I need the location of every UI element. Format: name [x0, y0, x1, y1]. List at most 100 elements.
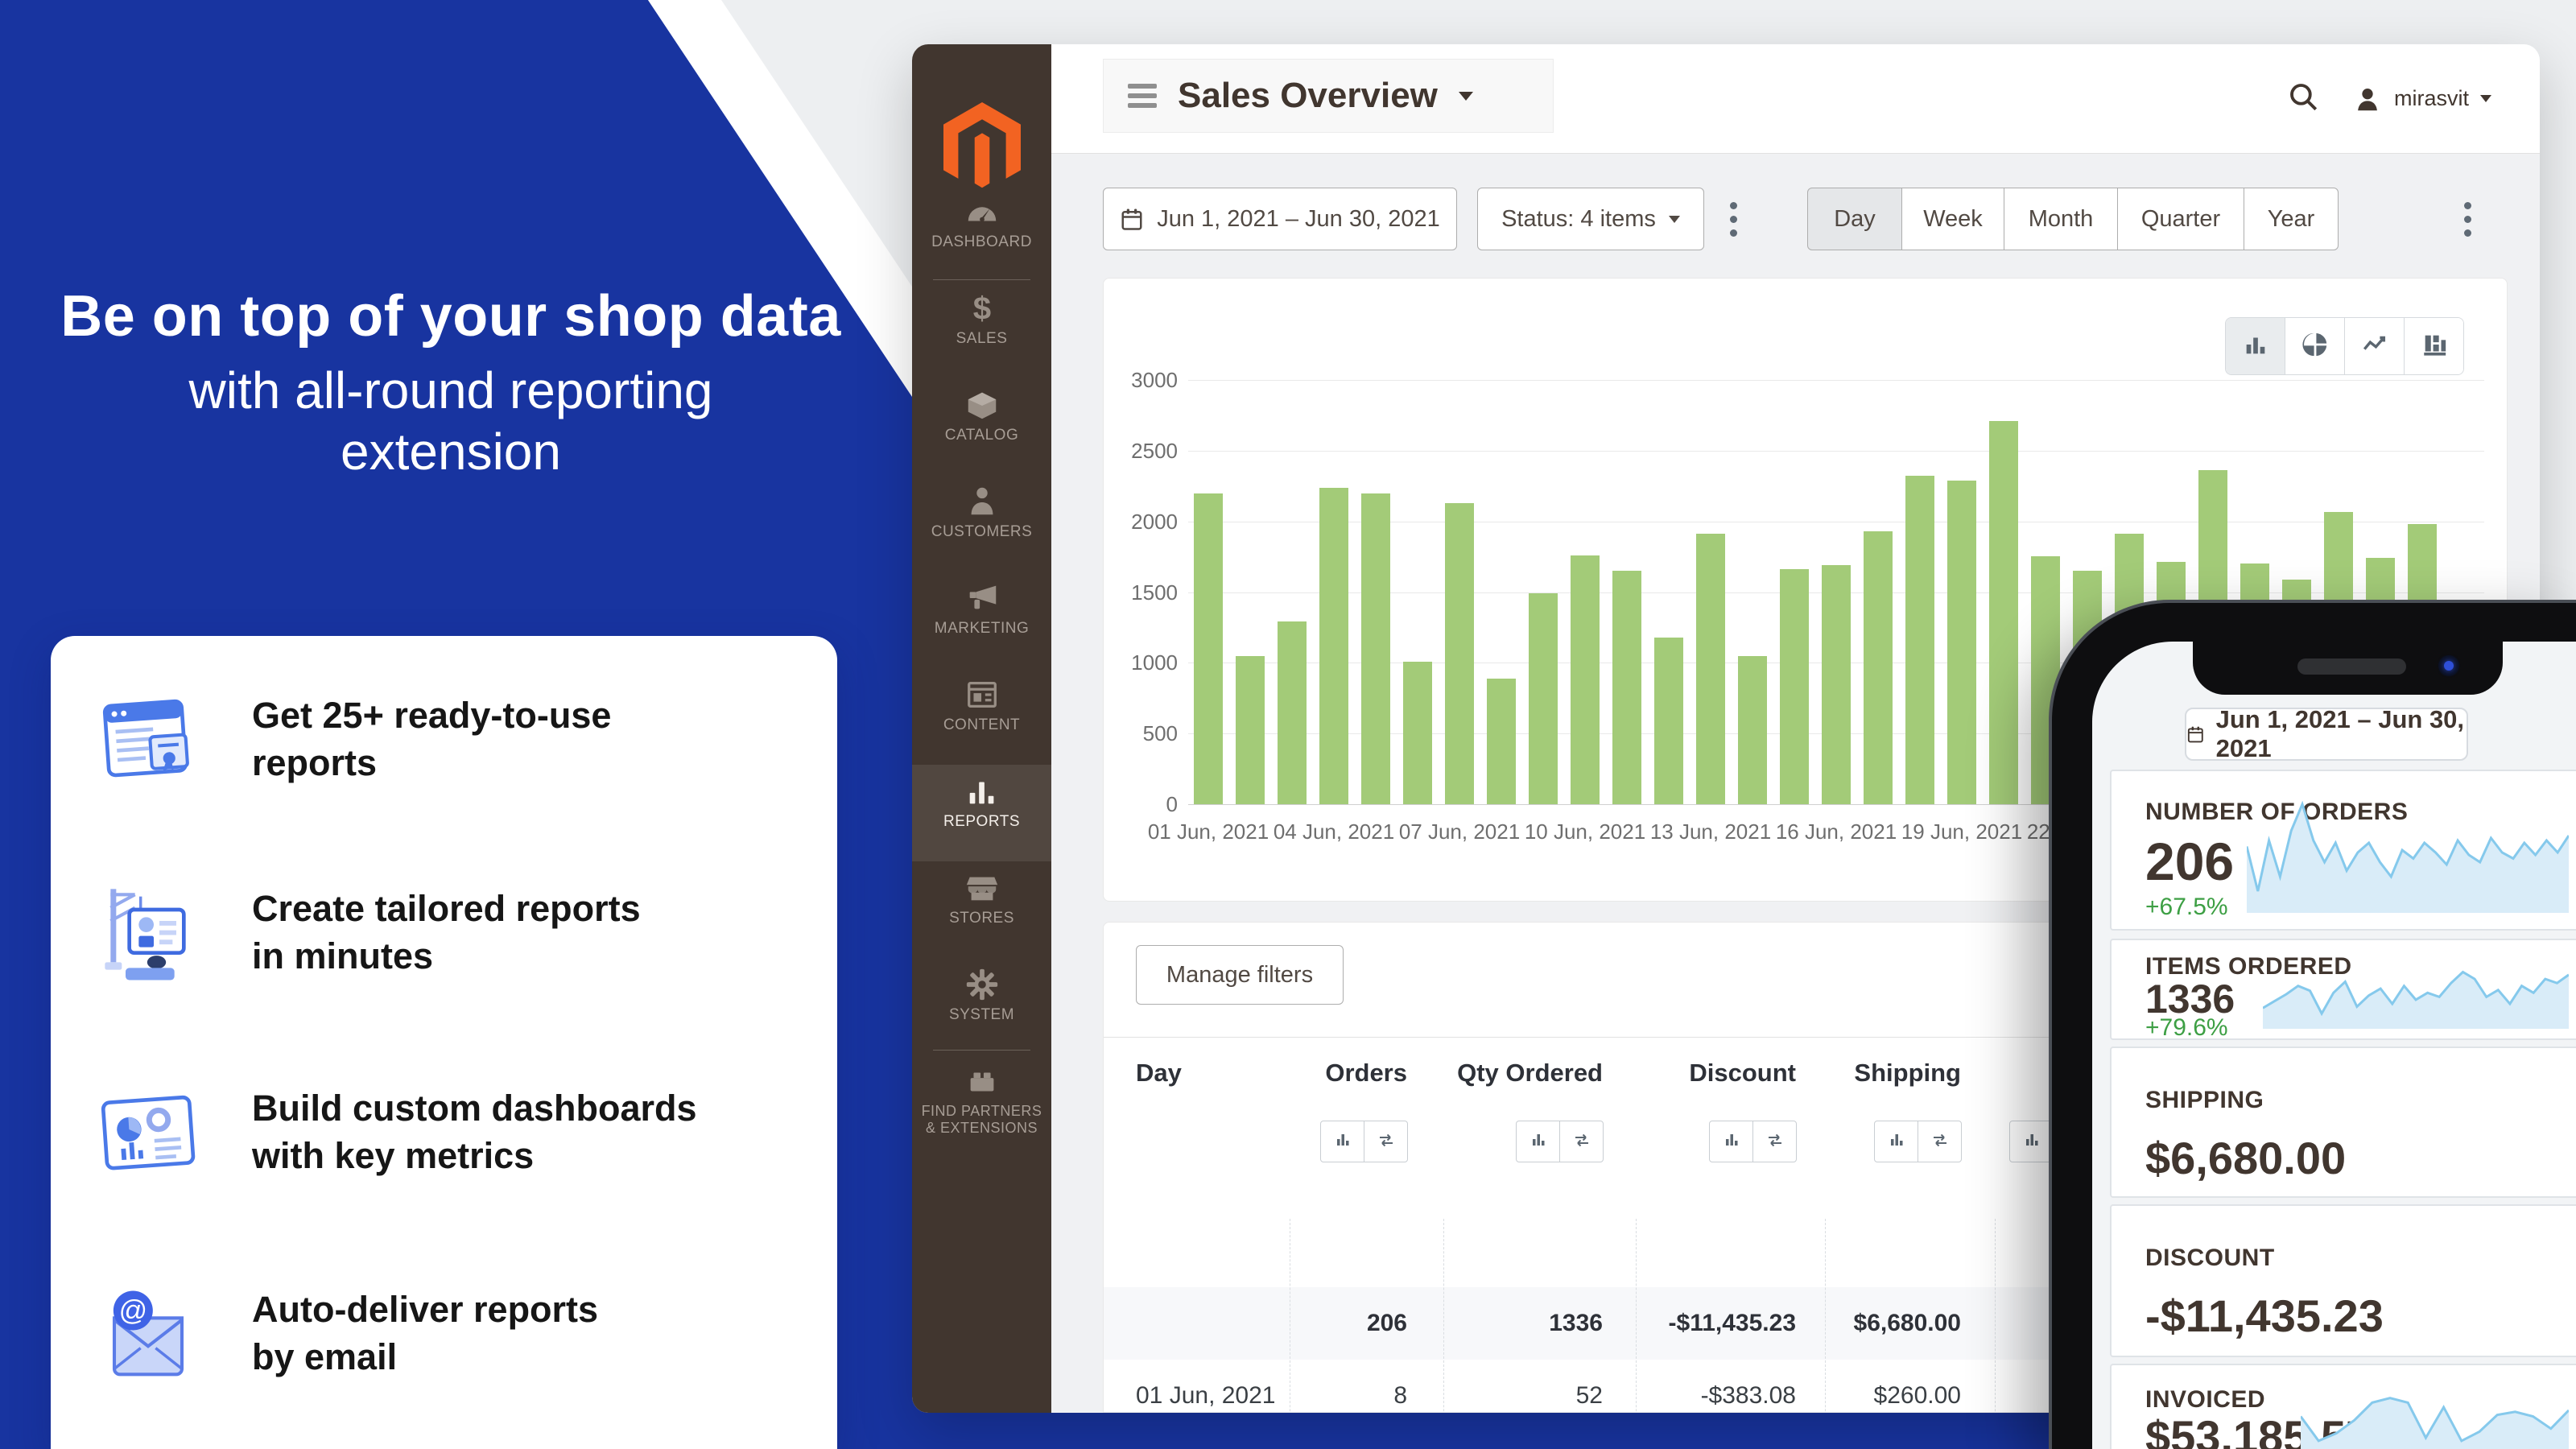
hero-title-rest: with all-round reporting extension: [188, 361, 713, 481]
period-tab-month[interactable]: Month: [2004, 188, 2118, 250]
pie-chart-icon: [2301, 331, 2329, 362]
search-icon[interactable]: [2286, 80, 2320, 118]
chart-bar: [1487, 679, 1516, 804]
chevron-down-icon: [1668, 215, 1680, 223]
app-header: Sales Overview mirasvit: [1051, 44, 2540, 154]
sidebar-item-system[interactable]: SYSTEM: [912, 958, 1051, 1055]
y-axis-tick-label: 500: [1142, 721, 1178, 746]
metric-sparkline: [2262, 960, 2570, 1029]
period-tab-week[interactable]: Week: [1901, 188, 2004, 250]
user-name: mirasvit: [2394, 86, 2469, 110]
magento-logo-icon[interactable]: [943, 102, 1021, 196]
period-tab-year[interactable]: Year: [2244, 188, 2339, 250]
admin-window: DASHBOARD $ SALES CATALOG CUSTOMERS MARKETING…: [912, 44, 2540, 1413]
table-cell: $6,680.00: [1853, 1310, 1961, 1336]
compare-arrows-icon: [1377, 1130, 1396, 1154]
manage-filters-button[interactable]: Manage filters: [1136, 945, 1344, 1005]
y-axis-tick-label: 1500: [1131, 580, 1178, 605]
sidebar-item-content[interactable]: CONTENT: [912, 668, 1051, 765]
sidebar-item-reports[interactable]: REPORTS: [912, 765, 1051, 861]
sidebar-item-label: CATALOG: [944, 427, 1019, 444]
page-title: Sales Overview: [1178, 76, 1438, 115]
chart-bar: [1905, 476, 1934, 804]
column-tools-2: [1709, 1121, 1797, 1162]
status-filter-button[interactable]: Status: 4 items: [1477, 188, 1704, 250]
period-tab-quarter[interactable]: Quarter: [2117, 188, 2244, 250]
chart-type-stacked-chart-icon[interactable]: [2404, 318, 2463, 374]
feature-text: Create tailored reports in minutes: [252, 887, 641, 976]
sidebar-divider: [933, 279, 1030, 280]
toolbar-kebab-menu[interactable]: [1717, 188, 1749, 250]
mini-chart-button[interactable]: [1516, 1121, 1560, 1162]
chart-bar: [1319, 488, 1348, 804]
table-cell: 01 Jun, 2021: [1136, 1382, 1276, 1409]
metric-value: 1336: [2145, 976, 2235, 1022]
column-header-day[interactable]: Day: [1136, 1059, 1182, 1087]
compare-arrows-icon: [1572, 1130, 1591, 1154]
chart-kebab-menu[interactable]: [2451, 188, 2483, 250]
table-cell: 52: [1575, 1382, 1603, 1409]
calendar-icon: [2187, 726, 2203, 743]
y-axis-tick-label: 0: [1166, 792, 1178, 816]
stacked-chart-icon: [2421, 331, 2448, 362]
metric-change: +79.6%: [2145, 1014, 2228, 1041]
mini-compare-button[interactable]: [1364, 1121, 1408, 1162]
feature-item: Get 25+ ready-to-use reports: [80, 683, 812, 795]
sidebar-item-sales[interactable]: $ SALES: [912, 282, 1051, 378]
sidebar-item-marketing[interactable]: MARKETING: [912, 572, 1051, 668]
mini-compare-button[interactable]: [1559, 1121, 1604, 1162]
phone-camera: [2438, 655, 2459, 676]
svg-text:$: $: [972, 290, 990, 326]
period-tab-day[interactable]: Day: [1807, 188, 1902, 250]
feature-text: Build custom dashboards with key metrics: [252, 1087, 697, 1176]
chart-bar: [1822, 565, 1851, 804]
sidebar-item-customers[interactable]: CUSTOMERS: [912, 475, 1051, 572]
manage-filters-label: Manage filters: [1166, 961, 1314, 988]
mini-chart-button[interactable]: [1874, 1121, 1918, 1162]
sidebar-item-find-partners-extensions[interactable]: FIND PARTNERS & EXTENSIONS: [912, 1055, 1051, 1151]
svg-text:@: @: [119, 1295, 148, 1327]
metric-label: DISCOUNT: [2145, 1245, 2275, 1271]
chart-bar: [1989, 421, 2018, 804]
content-icon: [912, 676, 1051, 713]
chart-bar: [1654, 638, 1683, 804]
chart-bar: [1278, 621, 1307, 804]
page-title-menu[interactable]: Sales Overview: [1103, 59, 1554, 133]
sidebar-item-label: MARKETING: [934, 620, 1030, 637]
sidebar-item-label: CUSTOMERS: [931, 523, 1033, 540]
compare-arrows-icon: [1765, 1130, 1785, 1154]
sidebar-item-label: CONTENT: [943, 716, 1021, 733]
column-header-orders[interactable]: Orders: [1325, 1059, 1407, 1087]
metric-card-number-of-orders: NUMBER OF ORDERS 206 +67.5%: [2110, 770, 2576, 931]
chart-type-pie-chart-icon[interactable]: [2285, 318, 2344, 374]
mini-compare-button[interactable]: [1918, 1121, 1962, 1162]
chart-type-line-chart-icon[interactable]: [2344, 318, 2404, 374]
mini-chart-button[interactable]: [2009, 1121, 2054, 1162]
hero-title-bold: Be on top of your shop data: [60, 284, 841, 349]
system-icon: [912, 966, 1051, 1003]
column-tools-3: [1874, 1121, 1962, 1162]
sidebar-item-dashboard[interactable]: DASHBOARD: [912, 185, 1051, 282]
mini-compare-button[interactable]: [1752, 1121, 1797, 1162]
date-range-button[interactable]: Jun 1, 2021 – Jun 30, 2021: [1103, 188, 1457, 250]
x-axis-tick-label: 04 Jun, 2021: [1273, 819, 1395, 844]
sidebar-item-catalog[interactable]: CATALOG: [912, 378, 1051, 475]
sidebar-item-stores[interactable]: STORES: [912, 861, 1051, 958]
column-header-qty-ordered[interactable]: Qty Ordered: [1457, 1059, 1603, 1087]
mini-bar-chart-icon: [1529, 1130, 1548, 1154]
column-header-discount[interactable]: Discount: [1689, 1059, 1796, 1087]
mini-chart-button[interactable]: [1709, 1121, 1753, 1162]
sidebar-item-label: STORES: [949, 910, 1014, 927]
sidebar: DASHBOARD $ SALES CATALOG CUSTOMERS MARKETING…: [912, 44, 1051, 1413]
chart-gridline: [1188, 450, 2484, 452]
metric-card-items-ordered: ITEMS ORDERED 1336 +79.6%: [2110, 939, 2576, 1041]
user-menu[interactable]: mirasvit: [2352, 84, 2491, 114]
column-header-shipping[interactable]: Shipping: [1854, 1059, 1961, 1087]
chart-type-toolbar: [2225, 317, 2464, 375]
mini-chart-button[interactable]: [1320, 1121, 1364, 1162]
tailored-reports-icon: [80, 876, 217, 989]
x-axis-tick-label: 10 Jun, 2021: [1524, 819, 1646, 844]
mobile-date-range-button[interactable]: Jun 1, 2021 – Jun 30, 2021: [2185, 705, 2468, 762]
chart-type-bar-chart-icon[interactable]: [2226, 318, 2285, 374]
chevron-down-icon: [1458, 91, 1473, 101]
